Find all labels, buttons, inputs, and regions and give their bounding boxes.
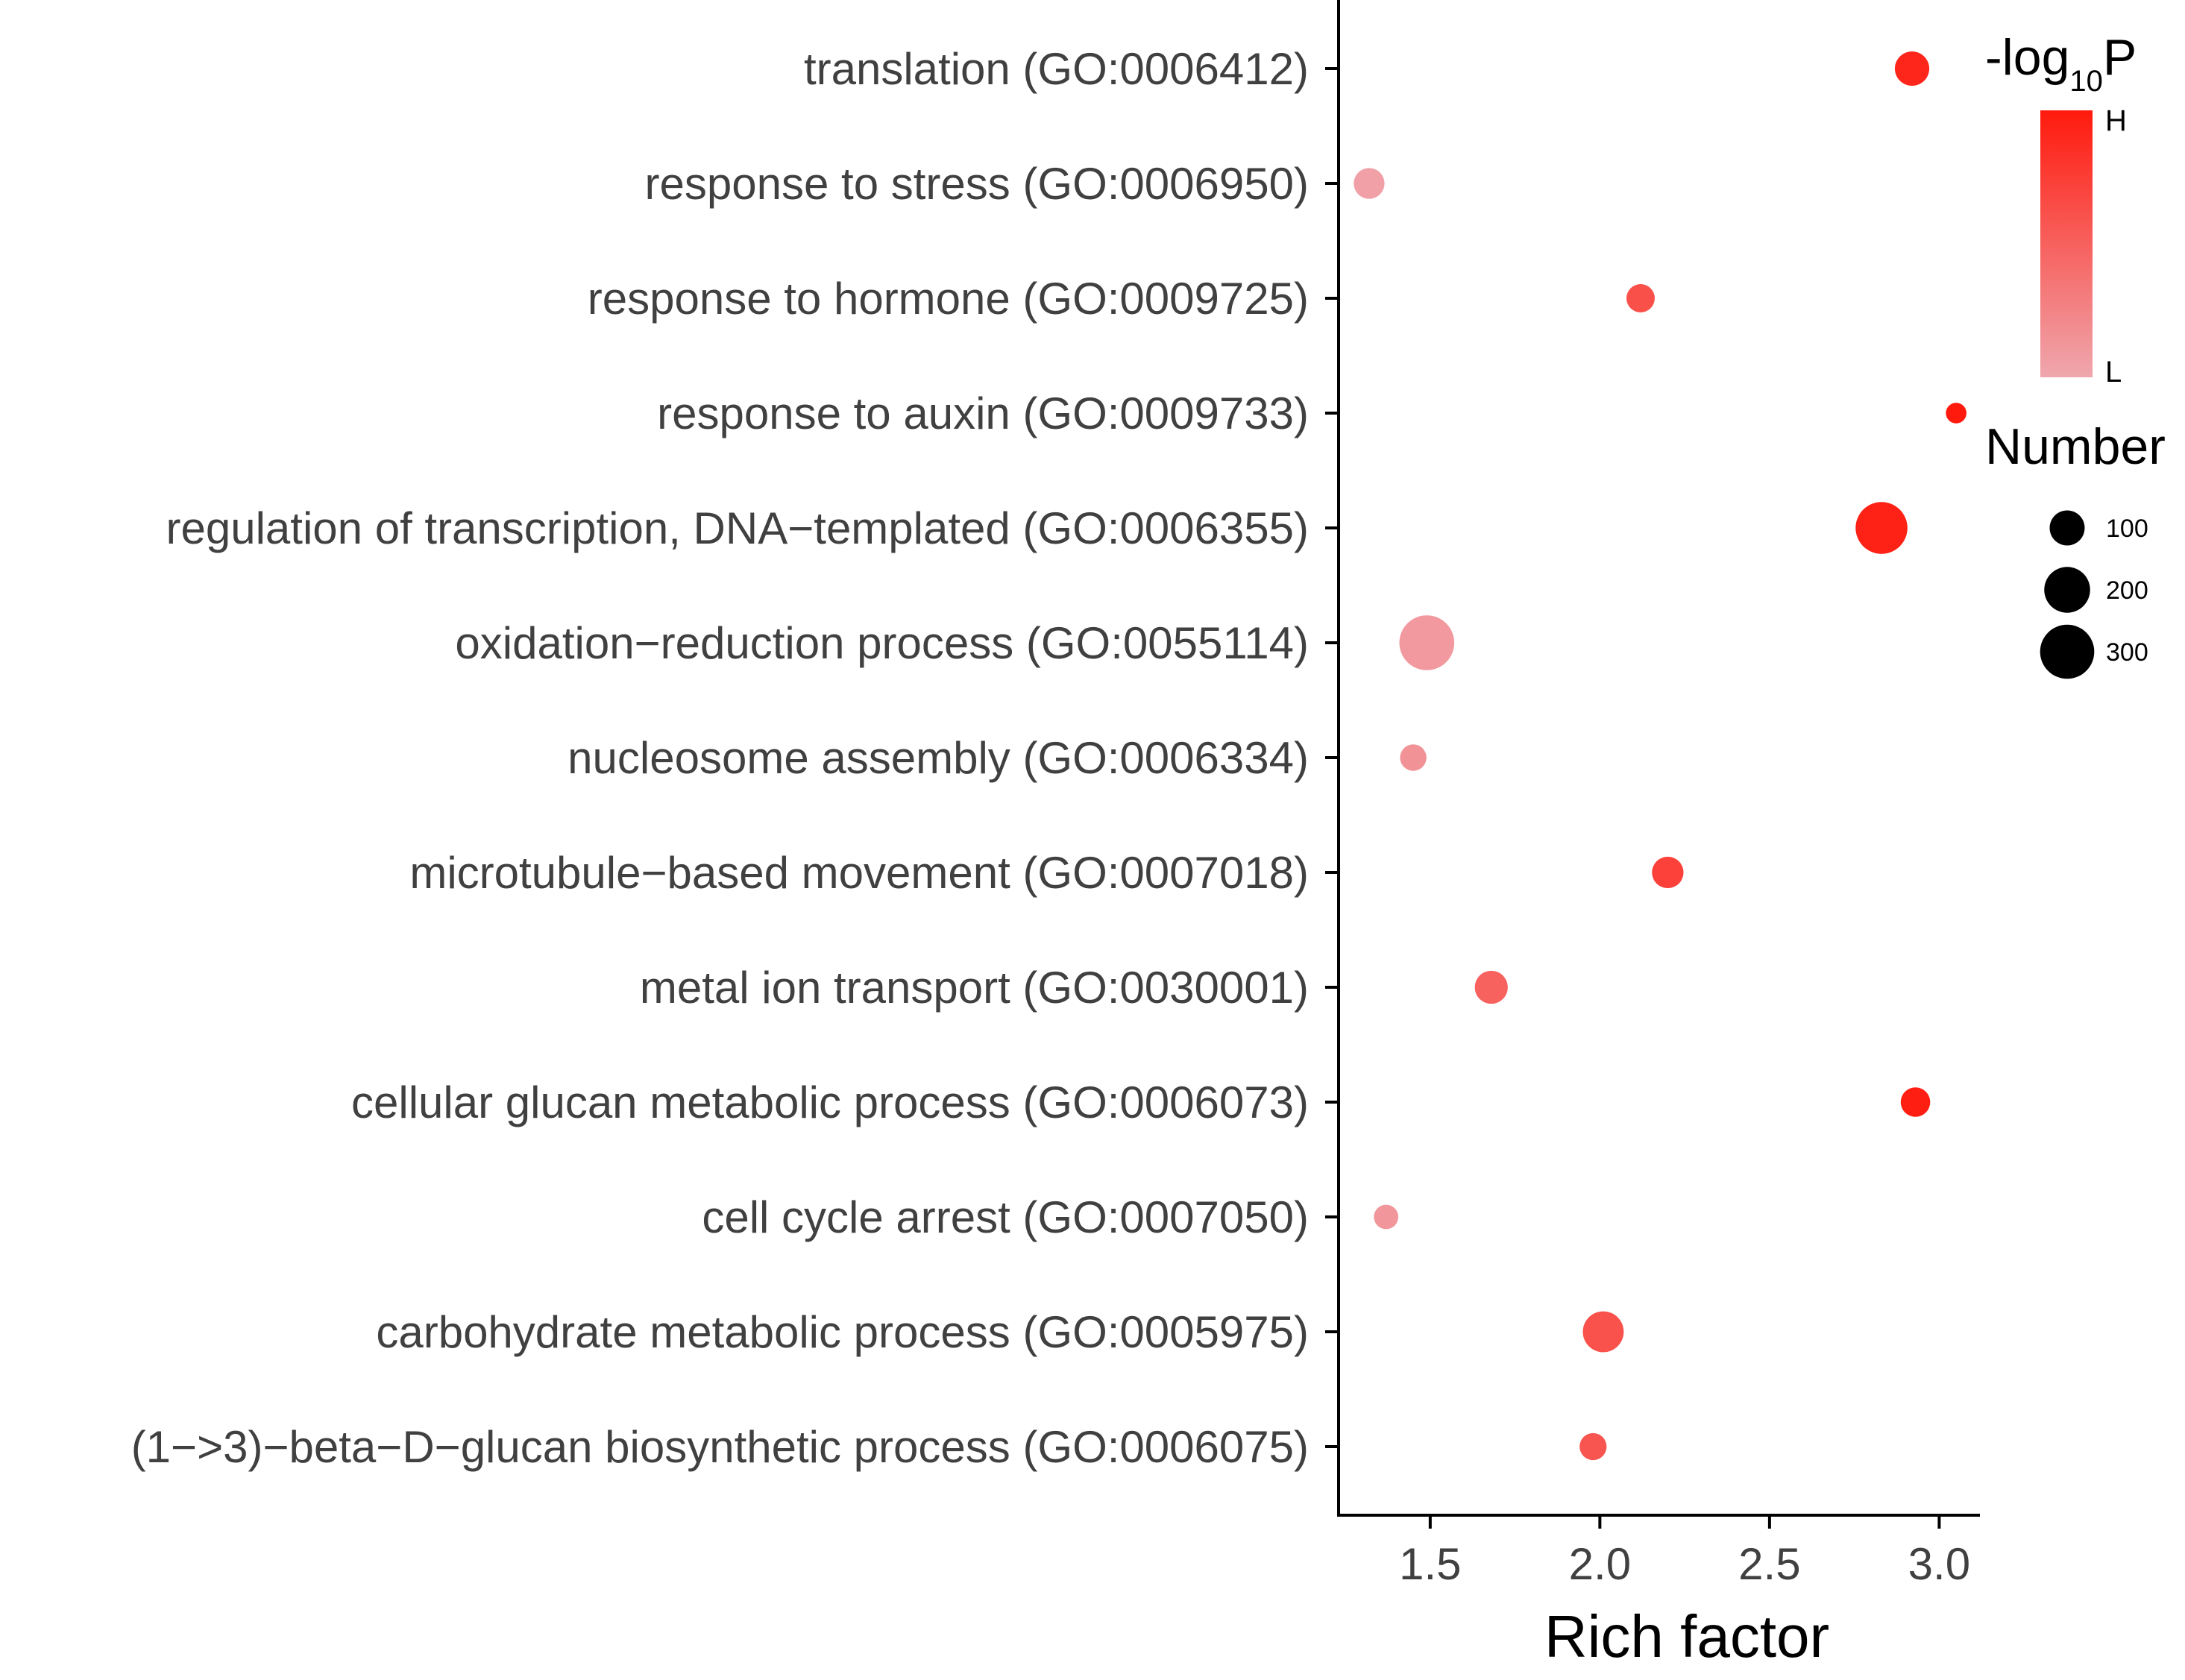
color-legend-title-main: -log xyxy=(1985,29,2069,86)
size-legend-dot xyxy=(2040,624,2095,679)
y-axis-labels: translation (GO:0006412) response to stre… xyxy=(131,44,1309,1472)
y-tick-label: metal ion transport (GO:0030001) xyxy=(640,963,1309,1013)
size-legend-items: 100 200 300 xyxy=(2040,510,2148,679)
color-legend-gradient-bar xyxy=(2040,110,2093,377)
data-point xyxy=(1354,168,1385,199)
color-legend-title-end: P xyxy=(2103,29,2137,86)
data-point xyxy=(1474,970,1508,1004)
x-tick-label: 2.5 xyxy=(1738,1539,1800,1589)
size-legend-label: 100 xyxy=(2106,515,2148,543)
x-tick-label: 2.0 xyxy=(1569,1539,1631,1589)
y-tick-label: nucleosome assembly (GO:0006334) xyxy=(568,733,1309,783)
size-legend-title: Number xyxy=(1985,418,2166,475)
size-legend-label: 200 xyxy=(2106,576,2148,605)
color-legend: -log10P H L xyxy=(1985,29,2137,388)
x-tick-label: 3.0 xyxy=(1908,1539,1970,1589)
size-legend-label: 300 xyxy=(2106,638,2148,667)
data-point xyxy=(1894,51,1930,86)
data-point xyxy=(1579,1432,1607,1461)
y-tick-label: carbohydrate metabolic process (GO:00059… xyxy=(376,1307,1309,1357)
x-axis-title: Rich factor xyxy=(1544,1603,1829,1670)
size-legend-dot xyxy=(2044,567,2090,613)
data-point xyxy=(1900,1087,1931,1117)
y-tick-label: response to auxin (GO:0009733) xyxy=(657,388,1309,438)
data-point xyxy=(1855,502,1908,554)
color-legend-title: -log10P xyxy=(1985,29,2137,98)
color-legend-high-label: H xyxy=(2105,104,2127,137)
y-tick-label: response to stress (GO:0006950) xyxy=(645,159,1309,209)
y-axis-ticks xyxy=(1325,67,1339,1448)
size-legend: Number 100 200 300 xyxy=(1985,418,2166,679)
y-tick-label: translation (GO:0006412) xyxy=(804,44,1309,94)
y-tick-label: regulation of transcription, DNA−templat… xyxy=(166,503,1310,553)
y-tick-label: (1−>3)−beta−D−glucan biosynthetic proces… xyxy=(131,1422,1309,1472)
data-points xyxy=(1354,51,1966,1461)
color-legend-low-label: L xyxy=(2105,356,2122,388)
color-legend-title-sub: 10 xyxy=(2069,65,2103,98)
data-point xyxy=(1626,284,1655,312)
y-tick-label: cellular glucan metabolic process (GO:00… xyxy=(351,1077,1309,1127)
y-tick-label: cell cycle arrest (GO:0007050) xyxy=(702,1192,1309,1242)
data-point xyxy=(1399,615,1455,670)
data-point xyxy=(1652,856,1684,889)
x-tick-label: 1.5 xyxy=(1399,1539,1461,1589)
data-point xyxy=(1946,403,1966,424)
size-legend-dot xyxy=(2049,510,2085,546)
x-axis-ticks: 1.5 2.0 2.5 3.0 xyxy=(1399,1515,1970,1589)
y-tick-label: microtubule−based movement (GO:0007018) xyxy=(409,848,1309,898)
y-tick-label: oxidation−reduction process (GO:0055114) xyxy=(455,618,1309,668)
data-point xyxy=(1374,1204,1399,1230)
data-point xyxy=(1400,744,1427,771)
data-point xyxy=(1582,1311,1624,1353)
y-tick-label: response to hormone (GO:0009725) xyxy=(588,274,1309,324)
